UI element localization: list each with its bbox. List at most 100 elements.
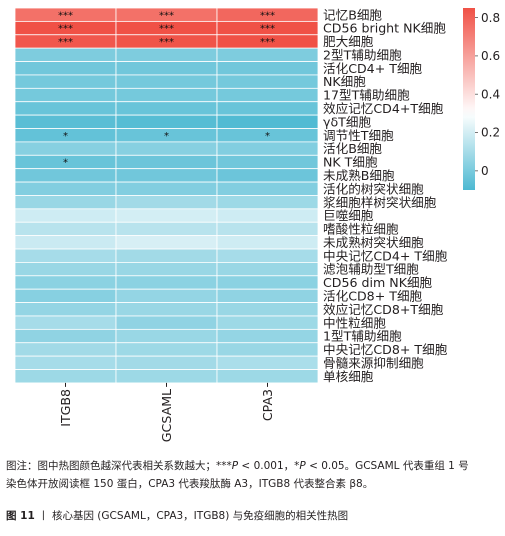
- heatmap-cell: [216, 114, 319, 129]
- row-label: 效应记忆CD4+T细胞: [323, 101, 444, 116]
- heatmap-cell: [115, 47, 218, 62]
- heatmap-cell: [115, 208, 218, 223]
- significance-star: *: [265, 131, 270, 142]
- row-label: 中央记忆CD8+ T细胞: [323, 342, 448, 357]
- row-label: 1型T辅助细胞: [323, 329, 402, 344]
- heatmap-cell: [115, 315, 218, 330]
- significance-star: ***: [58, 24, 73, 35]
- heatmap-cell: [14, 208, 117, 223]
- heatmap-cell: [216, 181, 319, 196]
- colorbar-tick-label: 0.6: [481, 49, 500, 63]
- note-label: 图注：: [6, 460, 38, 472]
- significance-star: ***: [260, 37, 275, 48]
- row-label: 中央记忆CD4+ T细胞: [323, 248, 448, 263]
- heatmap-cell: [14, 355, 117, 370]
- heatmap-cell: [115, 61, 218, 76]
- heatmap-cell: [216, 141, 319, 156]
- heatmap-cell: [115, 328, 218, 344]
- heatmap-cell: [115, 235, 218, 250]
- caption-separator: 丨: [38, 510, 49, 522]
- heatmap-cell: [115, 221, 218, 237]
- column-labels: ITGB8 GCSAML CPA3: [58, 382, 275, 442]
- heatmap-cell: [14, 101, 117, 116]
- heatmap-cell: [216, 275, 319, 290]
- heatmap-cell: [14, 141, 117, 156]
- heatmap-cell: [14, 328, 117, 344]
- row-label: 嗜酸性粒细胞: [323, 222, 399, 237]
- significance-star: ***: [58, 10, 73, 21]
- heatmap-cell: [216, 355, 319, 370]
- significance-star: *: [63, 131, 68, 142]
- heatmap-cell: [115, 101, 218, 116]
- heatmap-cell: [14, 235, 117, 250]
- row-label: 滤泡辅助型T细胞: [323, 262, 419, 277]
- heatmap-cell: [216, 369, 319, 384]
- note-sig2-star: *: [294, 460, 300, 472]
- heatmap-cell: [216, 221, 319, 237]
- column-label: CPA3: [260, 389, 275, 421]
- significance-star: ***: [58, 37, 73, 48]
- row-label: 2型T辅助细胞: [323, 47, 402, 62]
- column-label: ITGB8: [58, 389, 73, 427]
- caption-text: 核心基因 (GCSAML，CPA3，ITGB8) 与免疫细胞的相关性热图: [51, 510, 349, 522]
- heatmap-cell: [14, 221, 117, 237]
- row-label: CD56 dim NK细胞: [323, 275, 433, 290]
- row-label: NK T细胞: [323, 155, 378, 170]
- row-label: 活化的树突状细胞: [323, 181, 424, 196]
- heatmap-cell: [216, 248, 319, 263]
- heatmap-cell: [115, 342, 218, 357]
- row-label: 巨噬细胞: [323, 208, 374, 223]
- heatmap-cell: [216, 168, 319, 183]
- heatmap-cell: [115, 369, 218, 384]
- significance-star: ***: [260, 10, 275, 21]
- note-sig2-p: P: [299, 460, 306, 472]
- heatmap-cell: [14, 168, 117, 183]
- heatmap-cell: [115, 154, 218, 170]
- heatmap-cell: [115, 181, 218, 196]
- note-sig1-threshold: < 0.001，: [238, 460, 295, 472]
- heatmap-cell: [216, 315, 319, 330]
- row-label: 调节性T细胞: [323, 128, 394, 143]
- figure-label: 图 11: [6, 510, 35, 522]
- heatmap-cell: [14, 47, 117, 62]
- significance-star: ***: [159, 37, 174, 48]
- heatmap-cell: [216, 154, 319, 170]
- row-label: 骨髓来源抑制细胞: [323, 355, 424, 370]
- heatmap-cell: [115, 168, 218, 183]
- heatmap-chart: *** *** ****** *** ****** *** **** * ** 记忆B细胞CD5…: [14, 7, 500, 442]
- note-sig1-stars: ***: [216, 460, 232, 472]
- row-label: 活化CD8+ T细胞: [323, 288, 423, 303]
- note-text: 图中热图颜色越深代表相关系数越大；: [37, 460, 217, 472]
- heatmap-cell: [14, 181, 117, 196]
- colorbar-tick-label: 0.4: [481, 87, 500, 101]
- row-label: 活化CD4+ T细胞: [323, 61, 423, 76]
- figure-note-line1: 图注：图中热图颜色越深代表相关系数越大；***P < 0.001，*P < 0.…: [6, 458, 500, 475]
- heatmap-cell: [14, 248, 117, 263]
- heatmap-cell: [115, 248, 218, 263]
- row-label: 效应记忆CD8+T细胞: [323, 302, 444, 317]
- heatmap-cell: [14, 342, 117, 357]
- heatmap-cell: [115, 288, 218, 303]
- heatmap-cell: [216, 342, 319, 357]
- heatmap-cell: [216, 328, 319, 344]
- column-label: GCSAML: [159, 389, 174, 442]
- row-label: 记忆B细胞: [323, 7, 382, 22]
- heatmap-cell: [115, 74, 218, 89]
- heatmap-cell: [216, 74, 319, 89]
- heatmap-cell: [216, 47, 319, 62]
- heatmap-cell: [216, 208, 319, 223]
- colorbar-tick-label: 0.2: [481, 126, 500, 140]
- heatmap-cell: [115, 275, 218, 290]
- heatmap-cell: [216, 288, 319, 303]
- heatmap-cell: [115, 262, 218, 277]
- heatmap-cell: [216, 302, 319, 317]
- row-label: 中性粒细胞: [323, 315, 386, 330]
- heatmap-cell: [115, 355, 218, 370]
- heatmap-cell: [14, 87, 117, 103]
- significance-star: ***: [260, 24, 275, 35]
- row-label: 活化B细胞: [323, 141, 382, 156]
- heatmap-cell: [14, 275, 117, 290]
- heatmap-cell: [115, 141, 218, 156]
- heatmap-cell: [14, 61, 117, 76]
